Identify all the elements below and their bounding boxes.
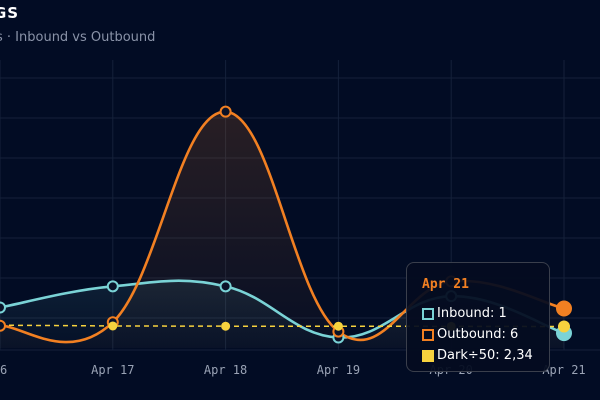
chart-subtitle: s · Inbound vs Outbound (0, 30, 156, 45)
tooltip-row-dark: Dark÷50: 2,34 (422, 345, 535, 366)
point-dark-50-2 (221, 321, 231, 331)
x-tick-label-2: Apr 18 (204, 363, 247, 377)
tooltip-outbound-label: Outbound: 6 (437, 327, 519, 342)
point-dark-50-5 (558, 320, 570, 333)
outbound-swatch-icon (422, 328, 434, 341)
dark-swatch-icon (422, 349, 434, 362)
x-tick-label-5: Apr 21 (542, 363, 585, 377)
point-outbound-2 (219, 105, 232, 118)
area-outbound (0, 111, 564, 348)
x-tick-label-3: Apr 19 (317, 363, 360, 377)
point-inbound-2 (219, 280, 232, 293)
point-outbound-5 (556, 300, 572, 317)
inbound-swatch-icon (422, 307, 434, 320)
point-dark-50-1 (108, 321, 118, 331)
tooltip-row-inbound: Inbound: 1 (422, 303, 535, 324)
tooltip-dark-label: Dark÷50: 2,34 (437, 348, 533, 363)
point-inbound-0 (0, 301, 6, 314)
point-inbound-1 (106, 280, 119, 293)
tooltip-date: Apr 21 (422, 277, 469, 292)
point-outbound-0 (0, 319, 6, 332)
x-tick-label-0: 16 (0, 363, 7, 377)
point-dark-50-3 (333, 321, 343, 331)
tooltip-row-outbound: Outbound: 6 (422, 324, 535, 345)
chart-title: GS (0, 4, 20, 22)
x-tick-label-1: Apr 17 (91, 363, 134, 377)
chart-tooltip: Apr 21 Inbound: 1 Outbound: 6 Dark÷50: 2… (406, 262, 550, 372)
tooltip-inbound-label: Inbound: 1 (437, 306, 507, 321)
